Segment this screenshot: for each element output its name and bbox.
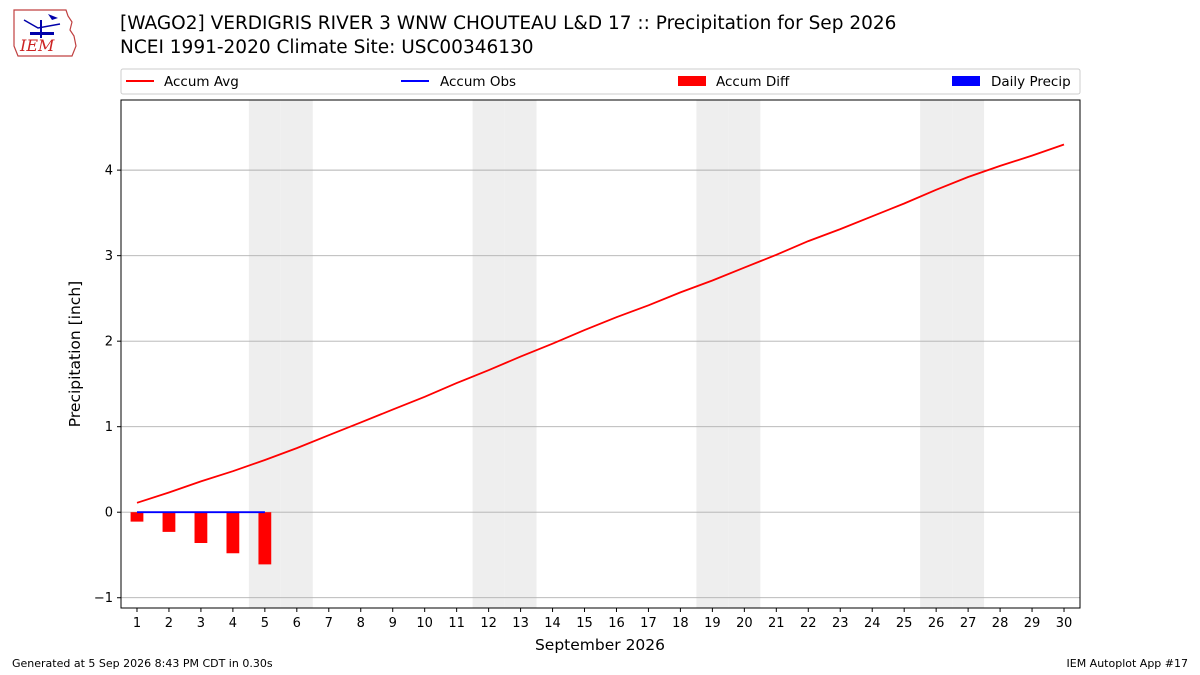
weekend-shading xyxy=(248,100,985,608)
weekend-band-12 xyxy=(472,100,505,608)
x-axis-label: September 2026 xyxy=(535,636,665,654)
x-tick-label: 10 xyxy=(416,616,433,631)
x-tick-label: 6 xyxy=(293,616,301,631)
weekend-band-19 xyxy=(696,100,729,608)
x-tick-label: 3 xyxy=(197,616,205,631)
legend: Accum Avg Accum Obs Accum Diff Daily Precip xyxy=(120,68,1081,95)
y-tick-label: 1 xyxy=(105,420,113,435)
x-tick-label: 18 xyxy=(672,616,689,631)
x-tick-label: 4 xyxy=(229,616,237,631)
x-tick-label: 30 xyxy=(1056,616,1073,631)
legend-swatch xyxy=(952,76,980,86)
x-tick-label: 14 xyxy=(544,616,561,631)
x-tick-label: 21 xyxy=(768,616,785,631)
accum-diff-bar-4 xyxy=(226,512,240,554)
gridlines xyxy=(121,169,1080,599)
x-tick-label: 15 xyxy=(576,616,593,631)
legend-label: Accum Obs xyxy=(440,74,516,90)
x-tick-label: 16 xyxy=(608,616,625,631)
x-tick-label: 2 xyxy=(165,616,173,631)
weekend-band-6 xyxy=(280,100,313,608)
x-tick-label: 22 xyxy=(800,616,817,631)
legend-item-2: Accum Diff xyxy=(678,74,790,90)
x-tick-label: 13 xyxy=(512,616,529,631)
legend-label: Daily Precip xyxy=(991,74,1071,90)
generated-note: Generated at 5 Sep 2026 8:43 PM CDT in 0… xyxy=(12,657,273,670)
logo-text: IEM xyxy=(19,36,55,55)
accum-diff-bar-2 xyxy=(162,512,176,532)
y-tick-label: 0 xyxy=(105,506,113,521)
x-tick-label: 8 xyxy=(357,616,365,631)
legend-label: Accum Diff xyxy=(716,74,790,90)
x-tick-label: 19 xyxy=(704,616,721,631)
x-tick-label: 23 xyxy=(832,616,849,631)
x-tick-label: 5 xyxy=(261,616,269,631)
series-lines xyxy=(136,143,1065,514)
x-tick-label: 24 xyxy=(864,616,881,631)
plot-frame xyxy=(120,99,1081,609)
diff-bars xyxy=(130,512,272,565)
accum-diff-bar-1 xyxy=(130,512,144,522)
x-tick-label: 17 xyxy=(640,616,657,631)
legend-swatch xyxy=(678,76,706,86)
x-tick-label: 20 xyxy=(736,616,753,631)
x-tick-label: 27 xyxy=(960,616,977,631)
chart-subtitle: NCEI 1991-2020 Climate Site: USC00346130 xyxy=(120,37,534,58)
chart-title: [WAGO2] VERDIGRIS RIVER 3 WNW CHOUTEAU L… xyxy=(120,13,897,34)
x-tick-label: 9 xyxy=(389,616,397,631)
legend-item-3: Daily Precip xyxy=(952,74,1071,90)
accum-diff-bar-5 xyxy=(258,512,272,565)
x-tick-label: 1 xyxy=(133,616,141,631)
x-tick-label: 25 xyxy=(896,616,913,631)
y-tick-label: −1 xyxy=(94,591,113,606)
app-note: IEM Autoplot App #17 xyxy=(1066,657,1189,670)
x-tick-label: 29 xyxy=(1024,616,1041,631)
x-tick-label: 12 xyxy=(480,616,497,631)
accum-diff-bar-3 xyxy=(194,512,208,544)
legend-label: Accum Avg xyxy=(164,74,239,90)
x-tick-label: 28 xyxy=(992,616,1009,631)
weekend-band-20 xyxy=(728,100,761,608)
legend-item-0: Accum Avg xyxy=(126,74,239,90)
x-tick-label: 26 xyxy=(928,616,945,631)
weekend-band-26 xyxy=(920,100,953,608)
legend-item-1: Accum Obs xyxy=(401,74,516,90)
y-axis-label: Precipitation [inch] xyxy=(66,281,84,427)
y-tick-label: 2 xyxy=(105,335,113,350)
y-axis-ticks: −1 0 1 2 3 4 xyxy=(94,164,121,606)
weekend-band-13 xyxy=(504,100,537,608)
iem-logo: IEM xyxy=(8,6,82,60)
legend-box xyxy=(120,68,1081,95)
x-tick-label: 7 xyxy=(325,616,333,631)
x-tick-label: 11 xyxy=(448,616,465,631)
y-tick-label: 4 xyxy=(105,164,113,179)
accum-avg-line xyxy=(136,143,1065,504)
weekend-band-27 xyxy=(952,100,985,608)
y-tick-label: 3 xyxy=(105,249,113,264)
x-axis-ticks: 1 2 3 4 5 6 7 8 9 10 11 12 13 14 15 16 17 18 19 20 21 22 23 24 2… xyxy=(133,608,1072,631)
